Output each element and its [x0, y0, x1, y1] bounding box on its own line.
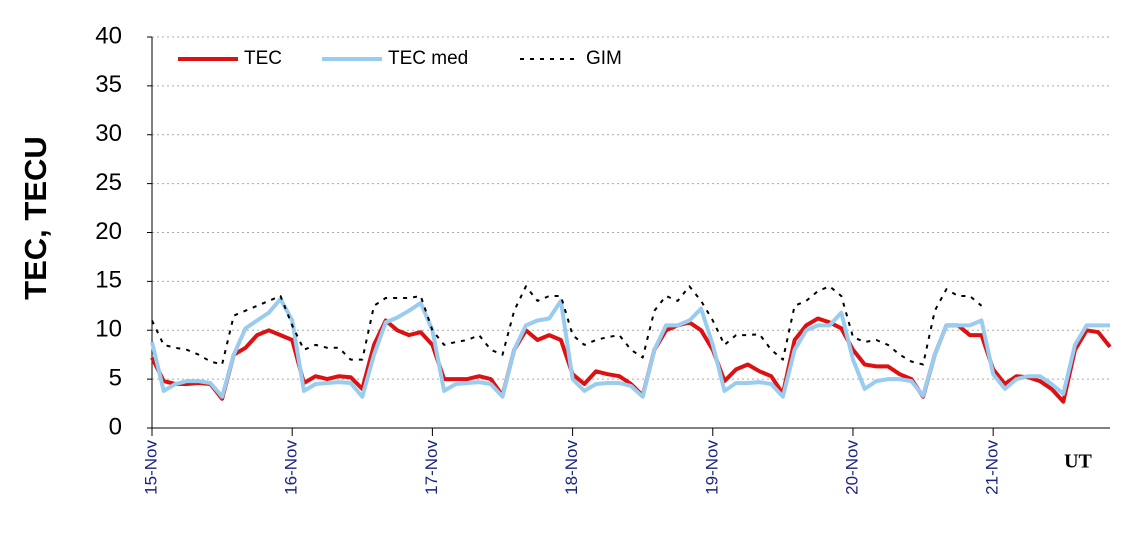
y-tick-label: 0 — [109, 413, 122, 440]
x-tick-label: 15-Nov — [141, 440, 160, 495]
y-tick-label: 10 — [95, 316, 122, 343]
y-tick-label: 30 — [95, 120, 122, 147]
y-tick-label: 5 — [109, 364, 122, 391]
x-tick-label: 20-Nov — [842, 440, 861, 495]
y-axis-title: TEC, TECU — [18, 136, 53, 300]
series-line — [150, 297, 1110, 399]
x-axis-title: UT — [1064, 451, 1092, 473]
y-tick-label: 25 — [95, 169, 122, 196]
x-tick-label: 16-Nov — [282, 440, 301, 495]
y-tick-label: 20 — [95, 218, 122, 245]
legend-label: TEC — [244, 48, 282, 69]
x-tick-label: 19-Nov — [702, 440, 721, 495]
legend-label: GIM — [586, 48, 622, 69]
legend-label: TEC med — [388, 48, 468, 69]
y-tick-label: 15 — [95, 267, 122, 294]
x-tick-label: 21-Nov — [983, 440, 1002, 495]
y-tick-label: 40 — [95, 22, 122, 49]
x-tick-label: 18-Nov — [562, 440, 581, 495]
x-tick-label: 17-Nov — [422, 440, 441, 495]
series-line — [151, 285, 983, 366]
y-tick-label: 35 — [95, 71, 122, 98]
